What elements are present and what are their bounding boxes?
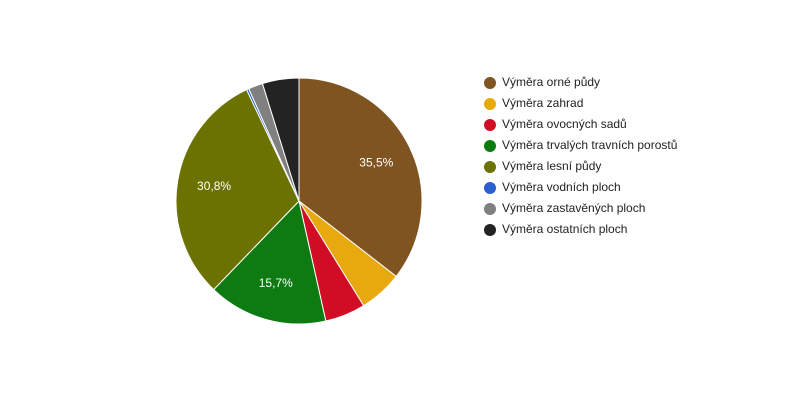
value-label: 35,5% xyxy=(359,155,393,169)
legend-marker xyxy=(484,161,496,173)
value-label: 30,8% xyxy=(197,179,231,193)
pie-slice xyxy=(261,77,300,202)
pie-slice xyxy=(212,199,327,325)
legend-marker xyxy=(484,77,496,89)
legend-marker xyxy=(484,203,496,215)
legend-label: Výměra ostatních ploch xyxy=(502,222,627,236)
legend-label: Výměra zastavěných ploch xyxy=(502,201,645,215)
pie-slice xyxy=(175,89,300,291)
legend-marker xyxy=(484,224,496,236)
legend-label: Výměra zahrad xyxy=(502,96,583,110)
value-label: 15,7% xyxy=(259,276,293,290)
legend-label: Výměra vodních ploch xyxy=(502,180,621,194)
pie-slice xyxy=(298,77,423,278)
legend-marker xyxy=(484,119,496,131)
legend-label: Výměra ovocných sadů xyxy=(502,117,627,131)
legend-label: Výměra orné půdy xyxy=(502,75,600,89)
legend-label: Výměra trvalých travních porostů xyxy=(502,138,677,152)
legend-marker xyxy=(484,140,496,152)
legend-marker xyxy=(484,98,496,110)
legend-label: Výměra lesní půdy xyxy=(502,159,601,173)
legend-marker xyxy=(484,182,496,194)
